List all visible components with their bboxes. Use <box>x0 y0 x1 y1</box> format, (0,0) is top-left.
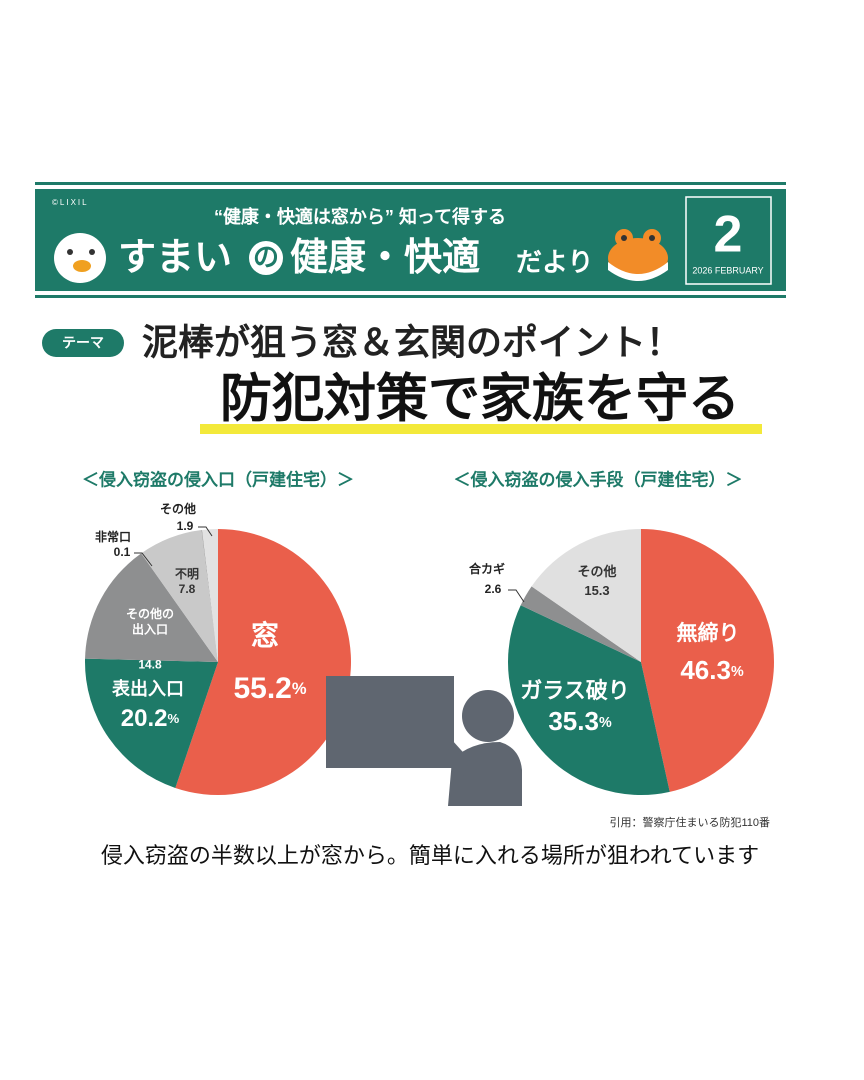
pie-slice <box>141 530 218 662</box>
chick-icon <box>54 233 106 283</box>
value-number: 14.8 <box>138 658 162 672</box>
value-number: 20.2 <box>121 705 168 732</box>
title-part: の <box>253 242 279 272</box>
value-unit: % <box>167 711 179 726</box>
slice-label: 不明 <box>175 567 199 581</box>
value-unit: % <box>731 664 744 680</box>
pie-slice <box>85 658 218 788</box>
value-label: 35.3% <box>548 706 612 736</box>
value-label: 15.3 <box>584 583 609 598</box>
theme-badge-text: テーマ <box>62 335 104 351</box>
pie-slice <box>201 529 218 662</box>
value-label: 14.8 <box>138 658 162 672</box>
title-part: 健康・快適 <box>290 236 480 279</box>
label-line: その他 <box>577 564 616 579</box>
value-label: 7.8 <box>179 582 196 596</box>
value-number: 0.1 <box>114 545 131 559</box>
burglar-silhouette <box>326 676 522 806</box>
header-rule <box>35 295 786 298</box>
value-label: 0.1 <box>114 545 131 559</box>
theme-subtitle: 泥棒が狙う窓＆玄関のポイント！ <box>142 322 682 363</box>
source: 引用：警察庁住まいる防犯110番 <box>609 815 770 829</box>
slice-label: その他 <box>160 501 196 516</box>
slice-label: その他の出入口 <box>126 606 174 637</box>
value-number: 35.3 <box>548 706 599 736</box>
issue-number: 2 <box>714 206 743 264</box>
value-label: 46.3% <box>680 655 744 685</box>
value-label: 20.2% <box>121 705 180 732</box>
label-line: その他 <box>160 501 196 516</box>
highlight <box>200 424 762 434</box>
pie-slice <box>520 586 641 662</box>
chart-title: ＜侵入窃盗の侵入口（戸建住宅）＞ <box>82 469 354 489</box>
pie-slice <box>202 529 218 662</box>
value-number: 7.8 <box>179 582 196 596</box>
slice-label: 無締り <box>677 621 740 645</box>
value-label: 1.9 <box>177 519 194 533</box>
value-number: 46.3 <box>680 655 731 685</box>
label-line: 窓 <box>251 619 279 651</box>
leader-line <box>508 589 525 603</box>
theme-title: 防犯対策で家族を守る <box>220 371 740 429</box>
label-line: その他の <box>126 606 174 621</box>
title-part: だより <box>516 247 593 277</box>
label-line: 無締り <box>677 621 740 645</box>
value-label: 55.2% <box>233 672 306 705</box>
pie-slice <box>531 529 641 662</box>
slice-label: 表出入口 <box>112 678 184 699</box>
title-part: すまい <box>118 237 232 279</box>
label-line: 出入口 <box>132 622 168 637</box>
slice-label: 合カギ <box>469 561 505 576</box>
slice-label: ガラス破り <box>520 678 630 703</box>
label-line: ガラス破り <box>520 678 630 703</box>
slice-label: 窓 <box>251 619 279 651</box>
leader-line <box>134 552 153 567</box>
chart-title: ＜侵入窃盗の侵入手段（戸建住宅）＞ <box>454 469 743 489</box>
value-unit: % <box>599 715 612 731</box>
leader-line <box>198 526 213 537</box>
header-title: すまい <box>118 237 232 279</box>
brand: ©LIXIL <box>52 198 89 207</box>
value-label: 2.6 <box>485 582 502 596</box>
theme-badge <box>42 329 124 357</box>
caption: 侵入窃盗の半数以上が窓から。簡単に入れる場所が狙われています <box>101 843 759 868</box>
label-line: 合カギ <box>469 561 505 576</box>
value-number: 2.6 <box>485 582 502 596</box>
slice-label: 非常口 <box>95 529 131 544</box>
pie-slice <box>507 605 670 795</box>
pie-slice <box>641 529 775 792</box>
value-number: 55.2 <box>233 672 291 705</box>
label-line: 非常口 <box>95 529 131 544</box>
value-number: 15.3 <box>584 583 609 598</box>
tagline: “健康・快適は窓から” 知って得する <box>214 206 506 227</box>
header-rule <box>35 182 786 185</box>
slice-label: その他 <box>577 564 616 579</box>
pie-slice <box>175 529 351 795</box>
issue-date: 2026 FEBRUARY <box>692 265 763 275</box>
frog-icon <box>608 229 668 281</box>
title-circle <box>249 241 283 275</box>
value-number: 1.9 <box>177 519 194 533</box>
label-line: 不明 <box>175 567 199 581</box>
value-unit: % <box>292 680 307 698</box>
pie-slice <box>85 553 219 662</box>
issue-box <box>685 196 772 285</box>
label-line: 表出入口 <box>112 678 184 699</box>
